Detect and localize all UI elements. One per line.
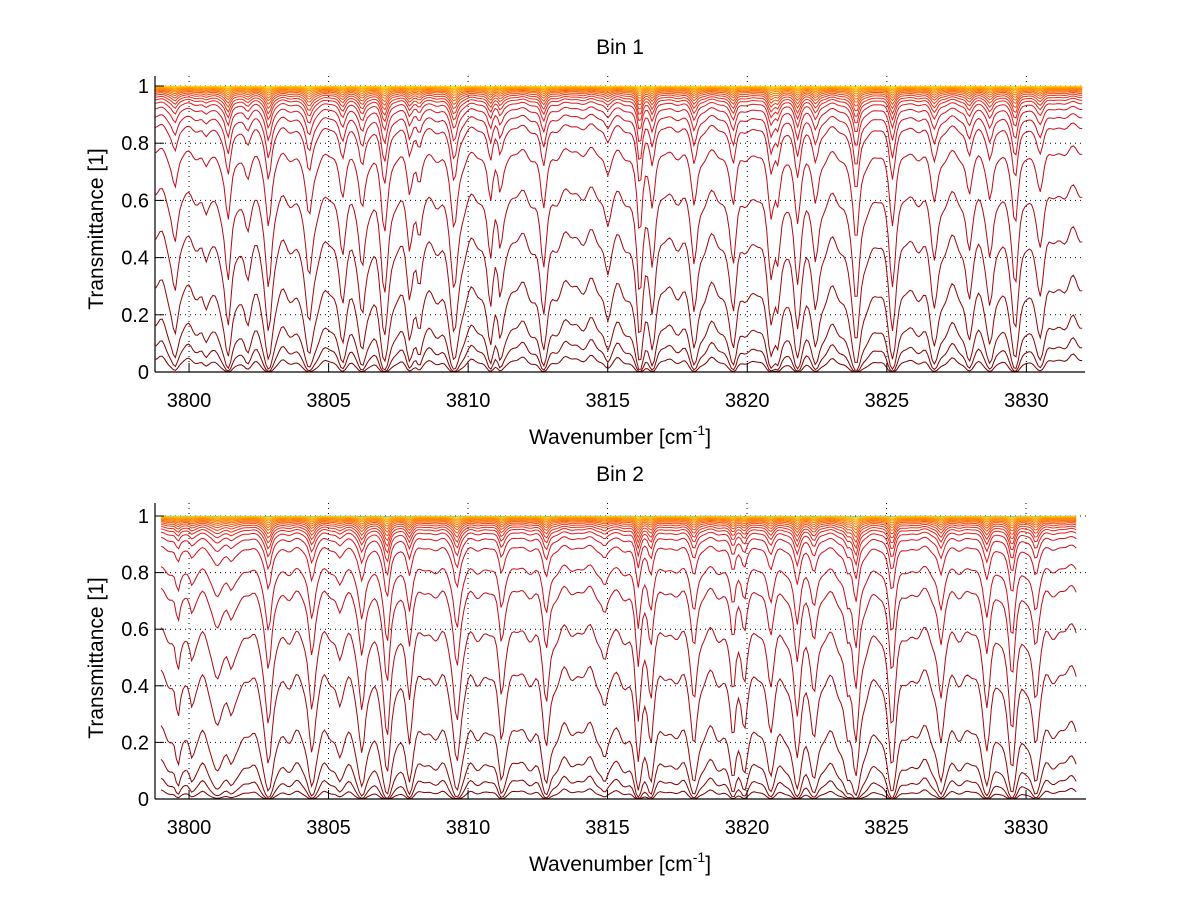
series-line-path-17 xyxy=(155,122,1083,188)
x-tick-label: 3800 xyxy=(167,817,212,839)
series-line-path-18 xyxy=(155,145,1083,236)
y-tick-label: 0.4 xyxy=(121,676,149,698)
series-line-path-15 xyxy=(160,535,1077,580)
series-line-path-9 xyxy=(161,520,1077,534)
x-tick-labels: 3800 3805 3810 3815 3820 3825 3830 xyxy=(167,390,1049,412)
series-line-path-5 xyxy=(161,517,1077,523)
y-tick-label: 0 xyxy=(138,362,149,384)
series-line-path-9 xyxy=(155,90,1083,103)
y-tick-label: 1 xyxy=(138,506,149,528)
series-line-path-14 xyxy=(155,100,1083,132)
x-tick-label: 3820 xyxy=(725,817,770,839)
x-tick-label: 3830 xyxy=(1004,817,1049,839)
x-tick-label: 3805 xyxy=(306,817,351,839)
x-tick-label: 3820 xyxy=(725,390,770,412)
axes xyxy=(154,503,1086,800)
series-line-path-23 xyxy=(160,774,1077,800)
series-group xyxy=(160,515,1077,800)
series-line-path-8 xyxy=(161,519,1077,531)
series-line-path-19 xyxy=(160,623,1077,743)
x-tick-label: 3810 xyxy=(446,817,491,839)
x-tick-labels: 3800 3805 3810 3815 3820 3825 3830 xyxy=(167,817,1048,839)
series-line-path-16 xyxy=(155,113,1083,165)
x-tick-label: 3825 xyxy=(865,390,910,412)
x-tick-label: 3830 xyxy=(1004,390,1049,412)
x-tick-label: 3815 xyxy=(585,817,630,839)
series-line-path-21 xyxy=(155,274,1083,363)
y-tick-label: 0.6 xyxy=(121,619,149,641)
series-line-path-22 xyxy=(155,314,1083,371)
series-line-path-12 xyxy=(161,525,1077,550)
series-line-path-11 xyxy=(161,523,1077,544)
series-line-path-12 xyxy=(155,95,1083,117)
series-line-path-20 xyxy=(160,664,1077,777)
series-line-path-7 xyxy=(155,88,1083,97)
panel-bin-2: Bin 2 3800 3805 3810 3815 3820 3825 3830 00.20… xyxy=(85,463,1086,876)
x-tick-label: 3815 xyxy=(585,390,630,412)
y-tick-label: 0 xyxy=(138,789,149,811)
y-tick-label: 0.8 xyxy=(121,563,149,585)
x-tick-label: 3810 xyxy=(446,390,491,412)
y-axis-label: Transmittance [1] xyxy=(85,577,108,738)
panel-title: Bin 1 xyxy=(596,36,644,59)
series-line-path-10 xyxy=(155,91,1083,107)
y-tick-label: 0.8 xyxy=(121,133,149,155)
series-line-path-15 xyxy=(155,105,1083,146)
y-tick-label: 0.2 xyxy=(121,305,149,327)
y-tick-label: 0.2 xyxy=(121,732,149,754)
series-line-path-6 xyxy=(155,88,1083,95)
series-line-path-14 xyxy=(160,530,1077,567)
series-line-path-11 xyxy=(155,93,1083,111)
series-line-path-8 xyxy=(155,89,1083,100)
series-line-path-6 xyxy=(161,517,1077,525)
series-line-path-7 xyxy=(161,518,1077,528)
series-line-path-13 xyxy=(155,97,1083,124)
series-group xyxy=(155,85,1083,373)
x-tick-label: 3805 xyxy=(306,390,351,412)
series-line-path-19 xyxy=(155,184,1083,297)
y-tick-label: 0.4 xyxy=(121,248,149,270)
series-line-path-4 xyxy=(155,86,1083,91)
series-line-path-21 xyxy=(160,720,1077,797)
x-tick-label: 3800 xyxy=(167,390,212,412)
series-line-path-18 xyxy=(160,584,1077,689)
x-axis-label: Wavenumber [cm-1] xyxy=(529,422,711,449)
y-tick-labels: 0 0.2 0.4 0.6 0.8 1 xyxy=(121,506,149,811)
panel-title: Bin 2 xyxy=(596,463,644,486)
series-line-path-16 xyxy=(160,544,1077,602)
y-axis-label: Transmittance [1] xyxy=(85,148,108,309)
x-axis-label: Wavenumber [cm-1] xyxy=(529,849,711,876)
series-line-path-22 xyxy=(160,755,1077,800)
y-tick-label: 0.6 xyxy=(121,190,149,212)
series-line-path-20 xyxy=(155,226,1083,339)
y-tick-label: 1 xyxy=(138,76,149,98)
series-line-path-23 xyxy=(155,337,1083,373)
x-tick-label: 3825 xyxy=(864,817,909,839)
panel-bin-1: Bin 1 3800 3805 3810 3815 3820 3825 3830 00.20… xyxy=(85,36,1085,449)
axes xyxy=(154,76,1085,373)
series-line-path-10 xyxy=(161,522,1077,539)
series-line-path-5 xyxy=(155,87,1083,93)
series-line-path-17 xyxy=(160,563,1077,649)
series-line-path-13 xyxy=(161,527,1077,557)
y-tick-labels: 0 0.2 0.4 0.6 0.8 1 xyxy=(121,76,149,384)
